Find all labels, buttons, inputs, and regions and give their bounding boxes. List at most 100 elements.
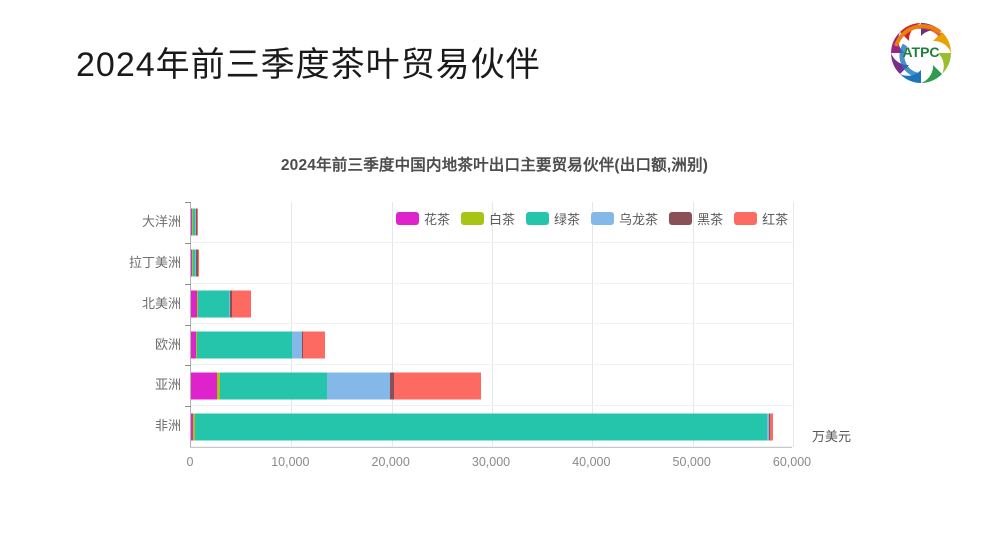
legend-item[interactable]: 白茶 xyxy=(461,209,515,228)
x-axis-tick-label: 60,000 xyxy=(772,455,812,469)
chart-bar-segment[interactable] xyxy=(191,208,193,236)
chart-bar-segment[interactable] xyxy=(389,372,394,400)
chart-category-row: 大洋洲 xyxy=(142,202,793,243)
gridline-vertical xyxy=(391,202,393,447)
legend-item[interactable]: 乌龙茶 xyxy=(591,209,658,228)
chart-container: 2024年前三季度中国内地茶叶出口主要贸易伙伴(出口额,洲别) 大洋洲 拉丁美洲北… xyxy=(0,120,989,480)
legend-swatch-icon xyxy=(734,212,758,225)
chart-bar-segment[interactable] xyxy=(198,290,230,318)
legend-label: 乌龙茶 xyxy=(619,212,659,227)
chart-category-row: 北美洲 xyxy=(142,283,793,325)
chart-category-row: 欧洲 xyxy=(155,324,793,366)
gridline-horizontal xyxy=(191,241,793,243)
legend-label: 花茶 xyxy=(424,212,451,227)
chart-bar-segment[interactable] xyxy=(197,331,292,359)
gridline-vertical xyxy=(492,202,493,447)
x-axis-unit-label: 万美元 xyxy=(812,429,852,444)
chart-bar-segment[interactable] xyxy=(191,249,193,277)
legend-swatch-icon xyxy=(669,212,693,225)
chart-bar-segment[interactable] xyxy=(301,331,303,359)
chart-bar-segment[interactable] xyxy=(192,249,194,277)
legend-item[interactable]: 花茶 xyxy=(396,209,450,228)
chart-bar[interactable] xyxy=(191,331,325,359)
x-axis-tick-label: 40,000 xyxy=(572,455,611,469)
chart-bar-segment[interactable] xyxy=(197,290,199,318)
gridline-vertical xyxy=(692,202,694,447)
chart-bar-segment[interactable] xyxy=(194,208,196,236)
chart-bar-segment[interactable] xyxy=(191,413,194,441)
y-axis-tick xyxy=(185,406,191,408)
gridline-horizontal xyxy=(191,405,793,407)
atpc-logo-mark: ATPC xyxy=(891,23,951,83)
chart-bar-segment[interactable] xyxy=(231,290,252,318)
y-axis-category-label: 北美洲 xyxy=(141,295,181,311)
legend-item[interactable]: 黑茶 xyxy=(669,209,723,228)
chart-bar-segment[interactable] xyxy=(230,290,232,318)
legend-item[interactable]: 红茶 xyxy=(734,209,788,228)
y-axis-tick xyxy=(185,202,191,203)
y-axis-category-label: 亚洲 xyxy=(154,377,181,393)
legend-label: 黑茶 xyxy=(697,212,724,227)
chart-bar-segment[interactable] xyxy=(194,413,768,441)
legend-label: 红茶 xyxy=(762,212,789,227)
chart-category-row: 非洲 xyxy=(155,406,793,447)
chart-bar-segment[interactable] xyxy=(197,249,199,277)
chart-bar-segment[interactable] xyxy=(193,413,195,441)
chart-bar-segment[interactable] xyxy=(193,208,195,236)
chart-category-row: 拉丁美洲 xyxy=(129,242,793,284)
y-axis-category-label: 欧洲 xyxy=(154,336,181,352)
chart-bar-segment[interactable] xyxy=(217,372,221,400)
x-axis-tick-label: 20,000 xyxy=(371,455,410,469)
legend-item[interactable]: 绿茶 xyxy=(526,209,580,228)
chart-bar[interactable] xyxy=(191,249,199,277)
chart-bar[interactable] xyxy=(191,372,482,400)
chart-bar-segment[interactable] xyxy=(768,413,770,441)
gridline-vertical xyxy=(592,202,594,447)
x-axis-tick-label: 30,000 xyxy=(471,455,511,469)
chart-bar-segment[interactable] xyxy=(195,249,197,277)
legend-label: 白茶 xyxy=(489,212,516,227)
chart-bar-segment[interactable] xyxy=(326,372,390,400)
y-axis-tick xyxy=(185,324,191,326)
chart-bar-segment[interactable] xyxy=(196,249,198,277)
chart-legend: 花茶 白茶 绿茶 乌龙茶 黑茶 红茶 xyxy=(392,207,792,230)
chart-bar-segment[interactable] xyxy=(393,372,482,400)
chart-bar[interactable] xyxy=(191,290,252,318)
chart-bar-segment[interactable] xyxy=(195,208,197,236)
x-axis-line xyxy=(190,447,792,448)
chart-bar-segment[interactable] xyxy=(196,208,199,236)
legend-swatch-icon xyxy=(396,212,419,225)
legend-label: 绿茶 xyxy=(554,212,581,227)
chart-bar-segment[interactable] xyxy=(193,249,196,277)
legend-swatch-icon xyxy=(526,212,550,225)
chart-bar-segment[interactable] xyxy=(769,413,773,441)
y-axis-tick xyxy=(185,242,191,244)
gridline-horizontal xyxy=(191,364,793,366)
chart-bar-segment[interactable] xyxy=(191,331,197,359)
plot-area: 大洋洲拉丁美洲北美洲欧洲亚洲非洲 xyxy=(129,202,794,447)
chart-bar-segment[interactable] xyxy=(229,290,231,318)
legend-swatch-icon xyxy=(591,212,615,225)
gridline-horizontal xyxy=(191,445,793,447)
chart-bar-segment[interactable] xyxy=(220,372,327,400)
x-axis-tick-label: 50,000 xyxy=(672,455,711,469)
chart-bar-segment[interactable] xyxy=(291,331,302,359)
gridline-horizontal xyxy=(191,323,793,325)
x-axis-tick-label: 10,000 xyxy=(271,455,310,469)
atpc-logo: ATPC xyxy=(884,16,958,90)
page-title: 2024年前三季度茶叶贸易伙伴 xyxy=(76,46,541,84)
chart-bar-segment[interactable] xyxy=(302,331,325,359)
y-axis-category-label: 拉丁美洲 xyxy=(128,254,181,270)
atpc-logo-text: ATPC xyxy=(902,44,939,60)
chart-bar-segment[interactable] xyxy=(191,290,198,318)
chart-bar-segment[interactable] xyxy=(767,413,769,441)
gridline-horizontal xyxy=(191,282,793,284)
chart-bar-segment[interactable] xyxy=(191,372,218,400)
legend-swatch-icon xyxy=(461,212,485,225)
gridline-vertical xyxy=(793,202,794,447)
chart-bar[interactable] xyxy=(191,413,773,441)
chart-bar-segment[interactable] xyxy=(196,331,198,359)
chart-bar[interactable] xyxy=(191,208,199,236)
chart-bar-segment[interactable] xyxy=(192,208,194,236)
x-axis-tick-label: 0 xyxy=(186,455,194,469)
